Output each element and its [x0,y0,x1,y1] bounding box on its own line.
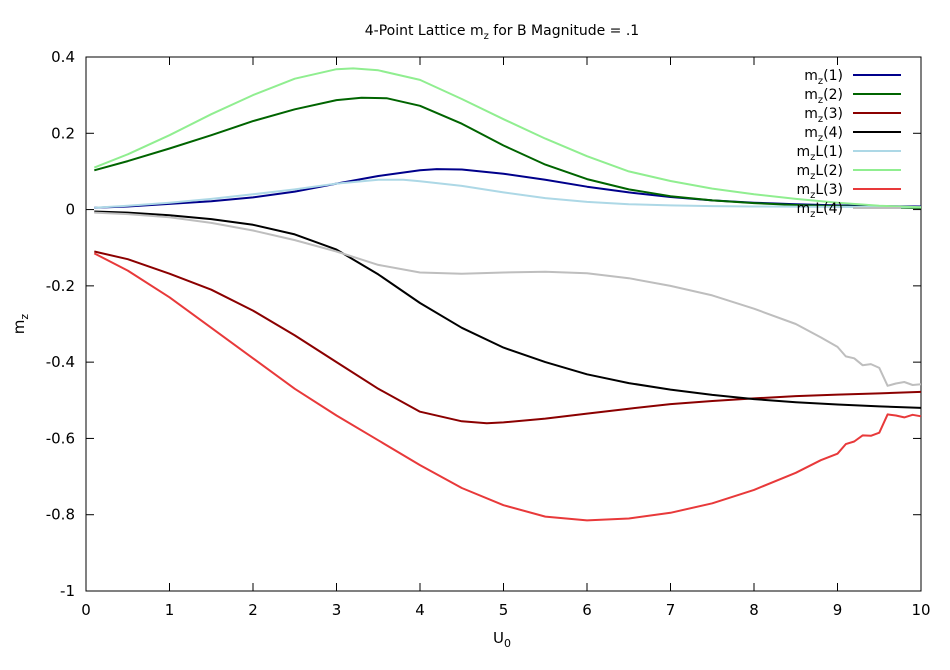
y-tick-label: 0.2 [51,124,75,142]
x-tick-label: 8 [749,601,759,619]
series-line-2 [94,96,922,209]
legend-label: mzL(3) [796,182,843,201]
legend-label: mz(3) [804,106,843,125]
y-tick-label: -0.6 [46,429,75,447]
axis-ticks: 0 1 2 3 4 5 6 7 8 9 10 0.4 0.2 0 -0.2 -0.4 -0.6 -0.8 -1 [46,48,931,619]
x-tick-label: 6 [582,601,592,619]
series-line-6 [93,67,922,209]
x-axis-label: U0 [493,629,511,650]
series-line-5 [94,178,922,209]
y-tick-label: -0.8 [46,506,75,524]
legend-label: mz(1) [804,68,843,87]
x-tick-label: 4 [415,601,425,619]
series-line-4 [94,210,922,409]
legend-label: mzL(1) [796,144,843,163]
y-tick-label: -1 [60,582,75,600]
x-tick-label: 1 [165,601,175,619]
x-tick-label: 3 [332,601,342,619]
x-tick-label: 10 [911,601,930,619]
x-tick-label: 2 [248,601,258,619]
legend: mz(1)mz(2)mz(3)mz(4)mzL(1)mzL(2)mzL(3)mz… [796,68,901,220]
x-tick-label: 7 [666,601,676,619]
chart-title: 4-Point Lattice mz for B Magnitude = .1 [365,23,639,42]
y-tick-label: -0.4 [46,353,75,371]
legend-label: mzL(2) [796,163,843,182]
series-line-3 [94,250,922,425]
y-axis-label: mz [10,314,31,335]
legend-label: mzL(4) [796,201,843,220]
x-tick-label: 5 [499,601,509,619]
y-tick-label: 0.4 [51,48,75,66]
x-tick-label: 0 [81,601,91,619]
series-line-7 [93,252,922,522]
legend-label: mz(2) [804,87,843,106]
series-lines [93,67,922,522]
legend-label: mz(4) [804,125,843,144]
y-tick-label: -0.2 [46,277,75,295]
series-line-8 [94,211,922,387]
x-tick-label: 9 [833,601,843,619]
y-tick-label: 0 [65,201,75,219]
